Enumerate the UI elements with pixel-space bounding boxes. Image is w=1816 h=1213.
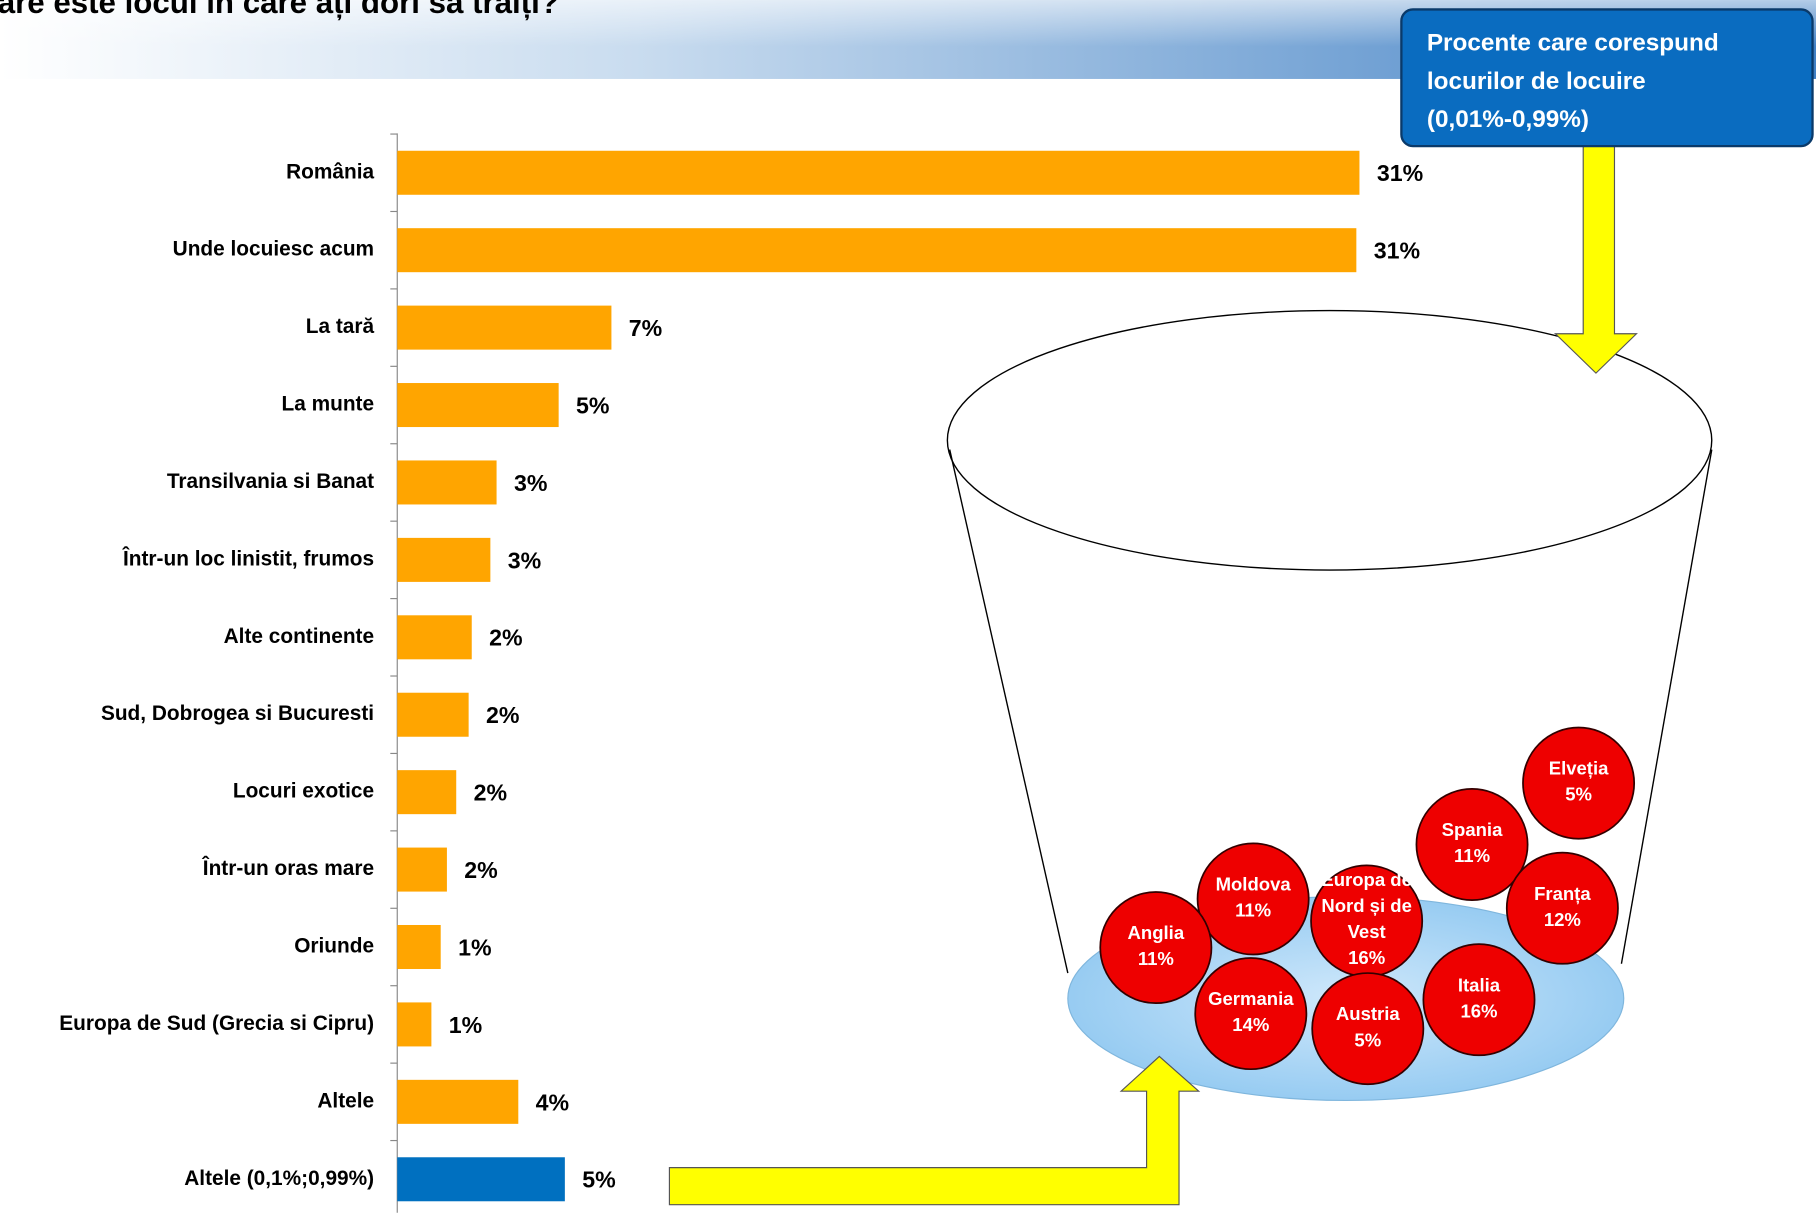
- callout-box: [1400, 8, 1814, 148]
- bar: [397, 1157, 565, 1202]
- callout-text: locurilor de locuire: [1427, 68, 1646, 95]
- y-tick-label: Altele (0,1%;0,99%): [184, 1167, 374, 1190]
- y-tick-label: Altele: [317, 1089, 374, 1112]
- value-label: 7%: [629, 315, 662, 341]
- bar: [397, 770, 457, 815]
- y-tick-label: Alte continente: [224, 625, 374, 648]
- y-tick-label: Oriunde: [294, 935, 374, 958]
- arrow: [1553, 135, 1638, 374]
- value-label: 2%: [474, 780, 507, 806]
- ball: [1505, 851, 1619, 965]
- bucket-balls: Elveția 5% Spania 11% Franța 12% Moldova 11% Eur…: [1099, 726, 1636, 1086]
- y-tick-label: Într-un loc linistit, frumos: [122, 546, 374, 570]
- y-tick-label: Transilvania si Banat: [167, 470, 374, 493]
- y-tick-label: Într-un oras mare: [202, 856, 374, 880]
- bar: [397, 305, 612, 350]
- bar: [397, 1079, 519, 1124]
- ball-label: Elveția: [1549, 758, 1609, 779]
- ball: [1196, 842, 1310, 956]
- bar: [397, 847, 447, 892]
- bar: [397, 1002, 432, 1047]
- value-label: 3%: [514, 470, 547, 496]
- bar: [397, 615, 472, 660]
- value-label: 4%: [536, 1089, 569, 1115]
- callout-text: (0,01%-0,99%): [1427, 106, 1589, 133]
- ball-label: Anglia: [1128, 922, 1185, 943]
- ball-value: 11%: [1235, 900, 1271, 921]
- bar: [397, 924, 441, 970]
- value-label: 2%: [464, 857, 497, 883]
- bar: [397, 228, 1357, 273]
- chart-title: are este locul în care ați dori să trăiț…: [0, 0, 559, 20]
- callout-text: Procente care corespund: [1427, 30, 1719, 57]
- bar: [397, 383, 559, 428]
- callout: Procente care corespund locurilor de locu…: [1427, 30, 1719, 133]
- ball-label: Germania: [1208, 988, 1294, 1009]
- ball-label: Moldova: [1216, 874, 1292, 895]
- ball-label: Nord și de: [1321, 895, 1412, 916]
- ball-label: Vest: [1348, 921, 1386, 942]
- ball-label: Spania: [1442, 819, 1503, 840]
- y-tick-label: La munte: [282, 393, 375, 416]
- bar: [397, 692, 469, 737]
- ball: [1194, 957, 1308, 1071]
- ball-value: 5%: [1354, 1029, 1381, 1050]
- ball: [1311, 972, 1425, 1086]
- value-label: 2%: [489, 625, 522, 651]
- value-label: 1%: [458, 934, 491, 960]
- ball-value: 12%: [1544, 909, 1581, 930]
- ball-label: Europa de: [1321, 869, 1412, 890]
- value-label: 3%: [508, 547, 541, 573]
- ball: [1422, 943, 1536, 1057]
- y-tick-label: România: [286, 160, 374, 183]
- value-label: 2%: [486, 702, 519, 728]
- value-label: 5%: [576, 392, 609, 418]
- ball: [1522, 726, 1636, 840]
- bar: [397, 537, 491, 582]
- ball-value: 14%: [1232, 1014, 1269, 1035]
- value-label: 31%: [1377, 160, 1423, 186]
- value-label: 31%: [1374, 238, 1420, 264]
- y-tick-label: Unde locuiesc acum: [173, 238, 374, 261]
- bucket-side: [949, 449, 1069, 974]
- y-tick-label: Locuri exotice: [233, 780, 374, 803]
- ball-value: 5%: [1565, 784, 1592, 805]
- ball-value: 11%: [1138, 948, 1174, 969]
- bucket-rim: [946, 309, 1713, 571]
- y-tick-label: La tară: [306, 315, 375, 338]
- ball-label: Italia: [1458, 974, 1501, 995]
- ball-value: 16%: [1460, 1000, 1497, 1021]
- ball: [1099, 891, 1213, 1005]
- bar: [397, 150, 1360, 195]
- ball-label: Austria: [1336, 1003, 1400, 1024]
- ball-value: 16%: [1348, 947, 1385, 968]
- value-label: 5%: [582, 1167, 615, 1193]
- bucket-side: [1620, 449, 1713, 964]
- ball: [1415, 788, 1529, 901]
- ball-label: Franța: [1534, 883, 1591, 904]
- ball-value: 11%: [1454, 845, 1490, 866]
- bar: [397, 460, 497, 505]
- arrow: [668, 1055, 1201, 1206]
- value-label: 1%: [449, 1012, 482, 1038]
- y-tick-label: Sud, Dobrogea si Bucuresti: [101, 702, 374, 725]
- y-tick-label: Europa de Sud (Grecia si Cipru): [59, 1012, 374, 1035]
